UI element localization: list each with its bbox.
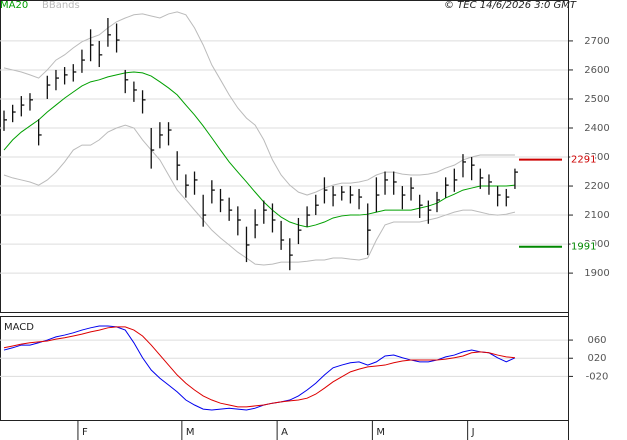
y-tick-label: -020 <box>586 371 609 382</box>
x-tick-label: J <box>471 427 475 438</box>
x-tick-label: F <box>82 427 88 438</box>
legend-ma20: MA20 <box>0 0 28 11</box>
y-tick-label: 2600 <box>584 65 609 76</box>
ma-line <box>3 71 515 228</box>
macd-title: MACD <box>4 322 34 333</box>
legend-bbands: BBands <box>42 0 80 11</box>
y-tick-label: 060 <box>587 335 606 346</box>
y-tick-label: 020 <box>587 353 606 364</box>
macd-panel <box>0 316 569 421</box>
y-tick-label: 2200 <box>584 181 609 192</box>
y-tick-label: 2100 <box>584 210 609 221</box>
x-tick-label: A <box>281 427 288 438</box>
y-tick-label: 2300 <box>584 152 609 163</box>
macd-line <box>3 326 515 408</box>
y-tick-label: 2000 <box>584 239 609 250</box>
macd-line <box>3 325 516 411</box>
price-panel <box>0 0 569 313</box>
level-label: 2291 <box>571 155 596 166</box>
y-tick-label: 2500 <box>584 94 609 105</box>
timestamp: © TEC 14/6/2026 3:0 GMT <box>444 0 577 11</box>
x-tick-label: M <box>186 427 195 438</box>
y-tick-label: 1900 <box>584 268 609 279</box>
x-tick-label: M <box>376 427 385 438</box>
y-tick-label: 2700 <box>584 36 609 47</box>
level-label: 1991 <box>571 242 596 253</box>
band-lower <box>3 124 516 266</box>
band-upper <box>3 11 515 196</box>
y-tick-label: 2400 <box>584 123 609 134</box>
